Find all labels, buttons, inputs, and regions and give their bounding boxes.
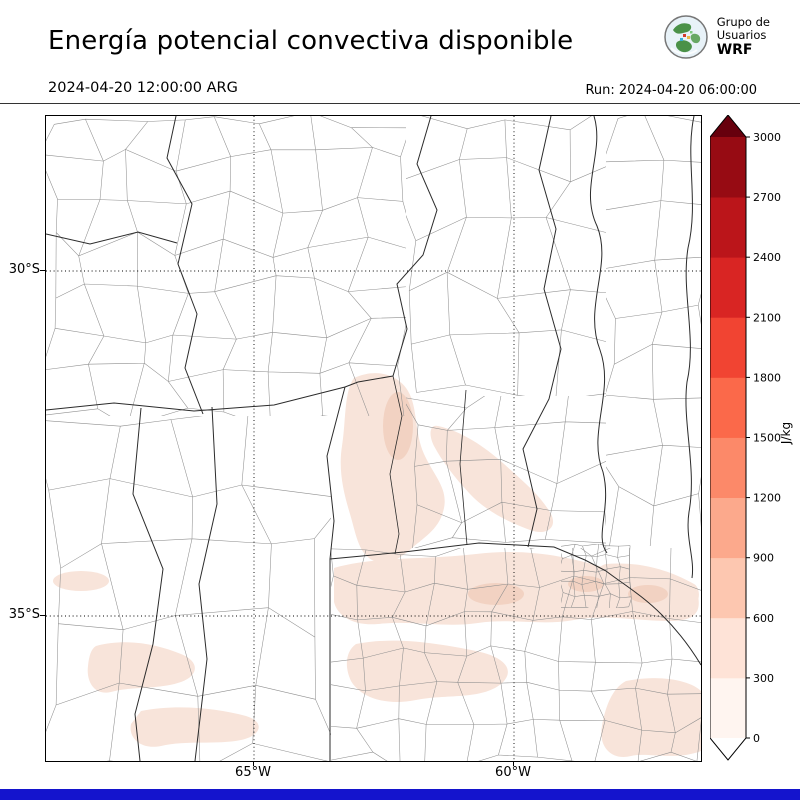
page-title: Energía potencial convectiva disponible: [48, 26, 574, 56]
map-canvas: [45, 115, 702, 762]
svg-text:1500: 1500: [753, 432, 781, 445]
svg-text:2400: 2400: [753, 251, 781, 264]
svg-text:2700: 2700: [753, 191, 781, 204]
svg-text:300: 300: [753, 672, 774, 685]
globe-icon: [663, 15, 708, 59]
footer-bar: [0, 789, 800, 800]
svg-text:1200: 1200: [753, 492, 781, 505]
svg-text:3000: 3000: [753, 131, 781, 144]
valid-time-label: 2024-04-20 12:00:00 ARG: [48, 80, 238, 96]
svg-text:2100: 2100: [753, 311, 781, 324]
gridlines-layer: [46, 116, 701, 761]
province-borders-layer: [46, 116, 701, 761]
lon-label-65w: 65°W: [235, 765, 271, 780]
lat-tick-30s: [40, 270, 45, 271]
lat-label-35s: 35°S: [8, 607, 40, 622]
lon-label-60w: 60°W: [495, 765, 531, 780]
lat-tick-35s: [40, 615, 45, 616]
lon-tick-65w: [253, 761, 254, 766]
wrf-logo: Grupo de Usuarios WRF: [663, 14, 770, 60]
svg-text:1800: 1800: [753, 371, 781, 384]
lat-label-30s: 30°S: [8, 262, 40, 277]
logo-text-line2: Usuarios: [716, 27, 767, 42]
svg-text:900: 900: [753, 552, 774, 565]
cape-shading-layer: [53, 373, 701, 757]
svg-text:0: 0: [753, 732, 760, 745]
logo-text-line3: WRF: [716, 42, 753, 59]
logo-text-line1: Grupo de: [716, 14, 770, 29]
run-time-label: Run: 2024-04-20 06:00:00: [585, 83, 757, 98]
lon-tick-60w: [513, 761, 514, 766]
svg-text:600: 600: [753, 612, 774, 625]
colorbar: 0 300 600 900 1200 1500 1800 2100 2400 2700 3000 J/…: [710, 115, 793, 761]
header-divider: [0, 103, 800, 104]
svg-text:J/kg: J/kg: [779, 422, 793, 445]
